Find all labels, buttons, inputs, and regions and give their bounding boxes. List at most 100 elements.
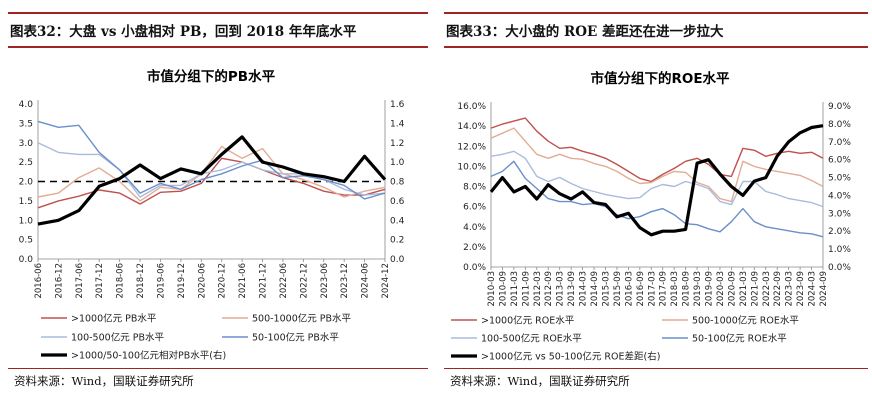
x-tick-label: 2021-06 [238,263,248,299]
source-note: 资料来源：Wind，国联证券研究所 [450,374,630,388]
x-tick-label: 2016-12 [54,263,64,299]
series-line [490,160,824,238]
y-left-tick-label: 4.0% [463,223,486,233]
y-left-tick-label: 0.0% [463,263,486,273]
x-tick-label: 2019-06 [156,263,166,299]
x-tick-label: 2021-09 [750,271,760,307]
top-rule [444,12,868,14]
legend-label: 100-500亿元 ROE水平 [481,333,582,345]
y-left-tick-label: 2.0 [19,178,34,188]
series-line [37,135,387,226]
y-right-tick-label: 0.0 [390,255,405,265]
source-note: 资料来源：Wind，国联证券研究所 [14,374,194,388]
series-line [37,120,386,200]
x-tick-label: 2016-06 [34,263,44,299]
chart-title: 市值分组下的PB水平 [147,68,276,85]
bottom-rule [444,368,868,369]
x-tick-label: 2020-09 [727,271,737,307]
x-tick-label: 2011-03 [510,271,520,307]
right-panel: 图表33：大小盘的 ROE 差距还在进一步拉大 市值分组下的ROE水平 0.0% 2… [436,0,872,403]
x-tick-label: 2023-03 [785,271,795,307]
y-right-tick-label: 5.0% [828,174,851,184]
y-right-tick-label: 9.0% [828,102,851,112]
y-left-tick-label: 1.0 [19,216,34,226]
legend-label: 50-100亿元 ROE水平 [692,333,787,345]
y-left-tick-label: 2.5 [19,158,33,168]
x-tick-label: 2017-12 [95,263,105,299]
x-tick-label: 2018-06 [116,263,126,299]
x-tick-label: 2011-09 [521,271,531,307]
x-tick-label: 2021-12 [259,263,269,299]
x-tick-label: 2022-12 [299,263,309,299]
x-tick-label: 2024-09 [819,271,829,307]
y-right-tick-label: 0.0% [828,263,851,273]
y-right-tick-label: 1.6 [390,100,405,110]
x-tick-label: 2013-03 [556,271,566,307]
y-right-tick-label: 4.0% [828,191,851,201]
legend-label: 500-1000亿元 PB水平 [252,313,352,325]
x-tick-label: 2014-03 [579,271,589,307]
x-tick-label: 2017-06 [75,263,85,299]
y-right-tick-label: 1.2 [390,139,404,149]
x-tick-label: 2022-03 [762,271,772,307]
x-tick-label: 2023-06 [320,263,330,299]
legend-label: >1000亿元 PB水平 [71,313,157,325]
y-right-tick-label: 0.2 [390,236,404,246]
x-tick-label: 2018-03 [670,271,680,307]
x-tick-label: 2018-12 [136,263,146,299]
x-tick-label: 2018-09 [682,271,692,307]
y-left-tick-label: 0.0 [19,255,34,265]
x-tick-label: 2012-09 [544,271,554,307]
top-rule [8,12,428,14]
y-left-tick-label: 12.0% [457,142,486,152]
y-right-tick-label: 0.4 [390,216,405,226]
x-tick-label: 2015-09 [613,271,623,307]
x-tick-label: 2022-09 [773,271,783,307]
x-tick-label: 2010-03 [487,271,497,307]
legend-label: >1000/50-100亿元相对PB水平(右) [71,350,226,362]
series-line [489,124,824,237]
x-tick-label: 2020-12 [218,263,228,299]
y-right-tick-label: 0.6 [390,197,405,207]
x-tick-label: 2020-06 [197,263,207,299]
y-left-tick-label: 16.0% [457,102,486,112]
left-panel: 图表32：大盘 vs 小盘相对 PB，回到 2018 年年底水平 市值分组下的P… [8,12,428,388]
y-left-tick-label: 2.0% [463,243,486,253]
y-left-tick-label: 4.0 [19,100,34,110]
series-line [490,127,824,203]
x-tick-label: 2021-03 [739,271,749,307]
x-tick-label: 2019-03 [693,271,703,307]
roe-chart: 市值分组下的ROE水平 0.0% 2.0% 4.0% 6.0% 8.0% 10.0% 12.0… [451,70,851,363]
legend-label: 100-500亿元 PB水平 [71,332,164,344]
x-tick-label: 2019-12 [177,263,187,299]
y-left-tick-label: 10.0% [457,162,486,172]
x-tick-label: 2010-09 [498,271,508,307]
y-left-tick-label: 14.0% [457,122,486,132]
x-tick-label: 2024-12 [381,263,391,299]
y-right-tick-label: 1.0% [828,245,851,255]
y-right-tick-label: 1.4 [390,119,405,129]
y-left-tick-label: 0.5 [19,236,33,246]
x-tick-label: 2022-06 [279,263,289,299]
x-tick-label: 2016-09 [636,271,646,307]
series-line [490,117,824,183]
series-line [37,145,386,202]
x-tick-label: 2019-09 [705,271,715,307]
x-tick-label: 2020-03 [716,271,726,307]
y-right-tick-label: 1.0 [390,158,405,168]
y-right-tick-label: 0.8 [390,178,405,188]
legend-label: 500-1000亿元 ROE水平 [692,315,799,327]
x-tick-label: 2017-03 [647,271,657,307]
figure-header: 图表33：大小盘的 ROE 差距还在进一步拉大 [446,24,724,40]
y-right-tick-label: 6.0% [828,156,851,166]
x-tick-label: 2012-03 [533,271,543,307]
y-right-tick-label: 3.0% [828,209,851,219]
series-line [490,150,824,208]
x-tick-label: 2024-06 [361,263,371,299]
x-tick-label: 2017-09 [659,271,669,307]
chart-title: 市值分组下的ROE水平 [590,70,730,87]
x-tick-label: 2023-12 [340,263,350,299]
y-left-tick-label: 8.0% [463,183,486,193]
header-rule [444,46,868,48]
x-tick-label: 2023-09 [796,271,806,307]
